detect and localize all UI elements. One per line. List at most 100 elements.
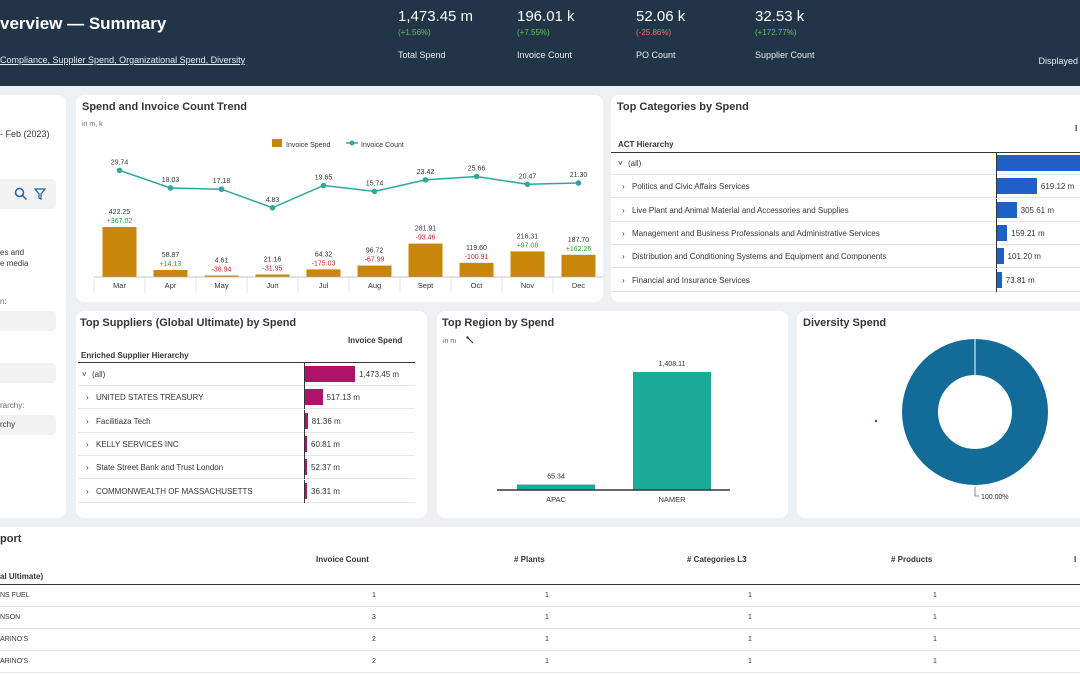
invoice-count-point[interactable]	[269, 204, 276, 211]
invoice-count-point[interactable]	[371, 188, 378, 195]
filter-search-box[interactable]	[0, 179, 56, 209]
chevron-down-icon[interactable]: ˅	[618, 159, 623, 168]
supplier-bar[interactable]	[305, 412, 308, 429]
table-row[interactable]: ARINO'S 2 1 1 1	[0, 651, 1080, 673]
supplier-bar[interactable]	[305, 482, 307, 499]
col-header-plants[interactable]: # Plants	[514, 555, 545, 564]
kpi-invoice-count[interactable]: 196.01 k (+7.55%) Invoice Count	[517, 8, 627, 60]
supplier-value: 517.13 m	[326, 393, 360, 403]
col-header-products[interactable]: # Products	[891, 555, 933, 564]
categories-col-header: ACT Hierarchy	[618, 140, 674, 149]
report-title: port	[0, 533, 22, 545]
chevron-down-icon[interactable]: ˅	[82, 370, 87, 379]
table-row[interactable]: ARINO'S 2 1 1 1	[0, 629, 1080, 651]
supplier-label: › State Street Bank and Trust London	[86, 463, 223, 472]
kpi-delta: (-25.86%)	[636, 28, 672, 37]
supplier-row[interactable]: › KELLY SERVICES INC 60.81 m	[78, 432, 415, 456]
bar-delta-label: -67.99	[365, 257, 385, 264]
invoice-count-point[interactable]	[575, 180, 582, 186]
supplier-row[interactable]: › State Street Bank and Trust London 52.37…	[78, 456, 415, 480]
category-bar[interactable]	[997, 271, 1002, 288]
line-value-label: 4.83	[266, 197, 280, 204]
supplier-bar[interactable]	[305, 389, 323, 406]
report-panel: port Invoice Count # Plants # Categories…	[0, 527, 1080, 675]
category-bar[interactable]	[997, 224, 1008, 241]
supplier-bar[interactable]	[305, 459, 307, 476]
filter-input[interactable]	[0, 311, 56, 331]
spend-bar[interactable]	[102, 227, 137, 277]
legend-dot	[874, 419, 878, 423]
kpi-supplier-count[interactable]: 32.53 k (+172.77%) Supplier Count	[755, 8, 865, 60]
kpi-po-count[interactable]: 52.06 k (-25.86%) PO Count	[636, 8, 746, 60]
legend-spend-label: Invoice Spend	[286, 142, 330, 149]
invoice-count-point[interactable]	[320, 182, 327, 189]
supplier-bar[interactable]	[305, 435, 308, 452]
bar-value-label: 216.31	[517, 233, 539, 240]
spend-bar[interactable]	[204, 275, 239, 278]
row-name: NSON	[0, 614, 21, 621]
chevron-right-icon[interactable]: ›	[86, 416, 89, 426]
filter-icon[interactable]	[34, 188, 46, 200]
chevron-right-icon[interactable]: ›	[622, 252, 625, 262]
category-row[interactable]: › Politics and Civic Affairs Services 619.…	[611, 175, 1080, 199]
supplier-row[interactable]: › UNITED STATES TREASURY 517.13 m	[78, 386, 415, 410]
supplier-row[interactable]: › Facilitiaza Tech 81.36 m	[78, 409, 415, 433]
col-header-more[interactable]: I	[1074, 555, 1077, 564]
category-label: › Financial and Insurance Services	[622, 276, 750, 285]
chevron-right-icon[interactable]: ›	[86, 486, 89, 496]
chevron-right-icon[interactable]: ›	[86, 393, 89, 403]
col-header-categories[interactable]: # Categories L3	[687, 555, 747, 564]
bar-delta-label: -31.95	[263, 265, 283, 272]
region-value-label: 1,408.11	[659, 361, 686, 368]
category-row[interactable]: ˅ (all)	[611, 152, 1080, 175]
invoice-count-point[interactable]	[524, 181, 531, 188]
category-bar[interactable]	[997, 201, 1017, 218]
spend-bar[interactable]	[459, 262, 494, 277]
invoice-count-point[interactable]	[473, 173, 480, 180]
invoice-count-point[interactable]	[218, 186, 225, 193]
chevron-right-icon[interactable]: ›	[86, 439, 89, 449]
spend-bar[interactable]	[255, 274, 290, 277]
chevron-right-icon[interactable]: ›	[622, 275, 625, 285]
line-value-label: 18.03	[162, 177, 180, 184]
spend-bar[interactable]	[306, 269, 341, 277]
chevron-right-icon[interactable]: ›	[86, 463, 89, 473]
row-name: ARINO'S	[0, 658, 29, 665]
category-label: ˅ (all)	[618, 159, 641, 168]
category-row[interactable]: › Management and Business Professionals a…	[611, 221, 1080, 245]
subtitle-links[interactable]: Compliance, Supplier Spend, Organization…	[0, 55, 246, 65]
x-tick-label: Jul	[319, 281, 329, 290]
category-row[interactable]: › Live Plant and Animal Material and Acce…	[611, 198, 1080, 222]
category-bar[interactable]	[997, 248, 1004, 265]
supplier-row[interactable]: ˅ (all) 1,473.45 m	[78, 363, 415, 386]
table-row[interactable]: NSON 3 1 1 1	[0, 607, 1080, 629]
chevron-right-icon[interactable]: ›	[622, 205, 625, 215]
filter-input[interactable]: rchy	[0, 415, 56, 435]
table-row[interactable]: NS FUEL 1 1 1 1	[0, 585, 1080, 607]
invoice-count-point[interactable]	[116, 167, 123, 174]
region-bar[interactable]	[633, 372, 711, 490]
drill-icon[interactable]	[466, 336, 474, 344]
region-bar[interactable]	[517, 484, 595, 490]
search-icon[interactable]	[14, 187, 28, 201]
kpi-total-spend[interactable]: 1,473.45 m (+1.56%) Total Spend	[398, 8, 508, 60]
date-range[interactable]: - Feb (2023)	[0, 129, 50, 139]
category-bar[interactable]	[997, 178, 1037, 195]
supplier-bar[interactable]	[305, 366, 355, 382]
supplier-row[interactable]: › COMMONWEALTH OF MASSACHUSETTS 36.31 m	[78, 479, 415, 503]
table-cell: 2	[372, 636, 376, 643]
col-header-invoice-count[interactable]: Invoice Count	[316, 555, 369, 564]
spend-bar[interactable]	[408, 243, 443, 277]
spend-bar[interactable]	[153, 270, 188, 277]
chevron-right-icon[interactable]: ›	[622, 182, 625, 192]
spend-bar[interactable]	[510, 251, 545, 277]
chevron-right-icon[interactable]: ›	[622, 228, 625, 238]
category-row[interactable]: › Distribution and Conditioning Systems a…	[611, 245, 1080, 269]
category-row[interactable]: › Financial and Insurance Services 73.81 m	[611, 268, 1080, 292]
invoice-count-point[interactable]	[422, 177, 429, 183]
filter-input[interactable]	[0, 363, 56, 383]
category-bar[interactable]	[997, 155, 1080, 171]
spend-bar[interactable]	[357, 265, 392, 277]
spend-bar[interactable]	[561, 254, 596, 277]
invoice-count-point[interactable]	[167, 185, 174, 191]
